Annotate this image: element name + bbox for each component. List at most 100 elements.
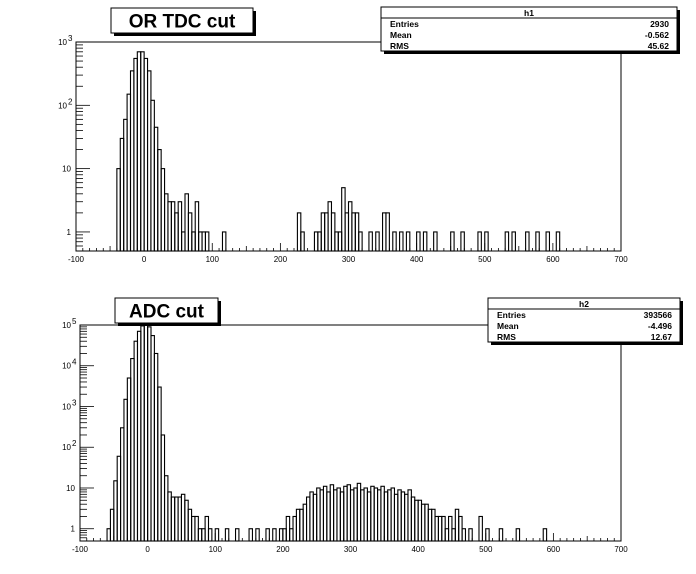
- y-tick-label: 10: [66, 484, 75, 493]
- chart-title: OR TDC cut: [129, 12, 236, 33]
- stats-value: 45.62: [648, 41, 670, 51]
- histogram-bin: [545, 231, 551, 252]
- chart-title-box: OR TDC cut: [110, 7, 256, 36]
- histogram-bin: [478, 515, 483, 542]
- stats-histogram-name: h1: [524, 8, 534, 18]
- histogram-bin: [555, 231, 561, 252]
- histogram-bin: [248, 528, 253, 542]
- histogram-bin: [433, 231, 438, 252]
- y-tick-label: 10: [62, 165, 71, 174]
- histogram-bin: [460, 231, 465, 252]
- stats-value: 2930: [650, 19, 669, 29]
- y-tick-label: 10: [58, 101, 67, 110]
- histogram-bin: [498, 528, 504, 542]
- histogram-bin: [224, 528, 230, 542]
- title-frame: [114, 297, 219, 324]
- chart-title-box: ADC cut: [114, 297, 221, 326]
- y-tick-label: 10: [62, 362, 71, 371]
- stats-label: Entries: [497, 310, 526, 320]
- histogram-bin: [515, 528, 521, 542]
- histogram-bin: [525, 231, 530, 252]
- stats-frame: [380, 6, 678, 52]
- x-tick-label: 100: [206, 255, 220, 264]
- histogram-series: [116, 51, 561, 252]
- y-tick-label: 10: [62, 402, 71, 411]
- histogram-bin: [194, 201, 200, 252]
- x-tick-label: 300: [344, 545, 358, 554]
- x-tick-label: 200: [276, 545, 290, 554]
- x-tick-label: 100: [209, 545, 223, 554]
- histogram-bin: [234, 528, 240, 542]
- histogram-bin: [177, 201, 183, 252]
- y-tick-exponent: 3: [72, 398, 77, 407]
- x-tick-label: 500: [478, 255, 492, 264]
- histogram-bin: [375, 231, 380, 252]
- histogram-bin: [265, 528, 270, 542]
- histogram-bin: [535, 231, 540, 252]
- x-tick-label: 600: [547, 545, 561, 554]
- chart-title: ADC cut: [129, 302, 205, 323]
- y-tick-label: 1: [67, 228, 72, 237]
- histogram-bin: [255, 528, 260, 542]
- histogram-bin: [484, 231, 489, 252]
- stats-frame: [487, 297, 681, 343]
- histogram-bin: [450, 231, 455, 252]
- x-tick-label: 700: [614, 545, 628, 554]
- y-tick-label: 10: [58, 38, 67, 47]
- x-tick-label: 700: [614, 255, 628, 264]
- histogram-bin: [392, 231, 397, 252]
- x-tick-label: 600: [546, 255, 560, 264]
- stats-histogram-name: h2: [579, 299, 589, 309]
- y-tick-exponent: 4: [72, 358, 77, 367]
- histogram-bin: [358, 231, 363, 252]
- stats-label: Mean: [497, 321, 519, 331]
- y-tick-exponent: 2: [68, 97, 73, 106]
- histogram-bin: [511, 231, 516, 252]
- y-tick-exponent: 5: [72, 317, 77, 326]
- histogram-bin: [542, 528, 548, 542]
- stats-value: 12.67: [651, 332, 673, 342]
- x-tick-label: 400: [411, 545, 425, 554]
- y-tick-label: 1: [71, 525, 76, 534]
- stats-box: h1 Entries 2930 Mean -0.562 RMS 45.62: [380, 6, 680, 54]
- histogram-bin: [399, 231, 404, 252]
- stats-label: Mean: [390, 30, 412, 40]
- stats-value: 393566: [644, 310, 673, 320]
- stats-box: h2 Entries 393566 Mean -4.496 RMS 12.67: [487, 297, 683, 345]
- histogram-bin: [422, 231, 428, 252]
- x-tick-label: -100: [68, 255, 85, 264]
- x-tick-label: 400: [410, 255, 424, 264]
- x-tick-label: -100: [72, 545, 89, 554]
- stats-label: RMS: [390, 41, 409, 51]
- histogram-bin: [207, 528, 213, 542]
- title-frame: [110, 7, 254, 34]
- histogram-bin: [485, 528, 490, 542]
- histogram-bin: [204, 231, 210, 252]
- histogram-bin: [214, 528, 220, 542]
- histogram-bin: [461, 528, 467, 542]
- histogram-bin: [221, 231, 227, 252]
- y-tick-label: 10: [62, 443, 71, 452]
- histogram-bin: [368, 231, 373, 252]
- x-tick-label: 300: [342, 255, 356, 264]
- stats-label: RMS: [497, 332, 516, 342]
- x-tick-label: 0: [145, 545, 150, 554]
- histogram-bin: [272, 528, 277, 542]
- x-tick-label: 0: [142, 255, 147, 264]
- stats-value: -0.562: [645, 30, 669, 40]
- histogram-bin: [385, 212, 390, 252]
- y-tick-exponent: 2: [72, 439, 77, 448]
- histogram-bin: [477, 231, 482, 252]
- histogram-bin: [468, 528, 473, 542]
- histogram-bin: [504, 231, 510, 252]
- histogram-bin: [300, 231, 305, 252]
- stats-value: -4.496: [648, 321, 672, 331]
- y-tick-label: 10: [62, 321, 71, 330]
- x-tick-label: 500: [479, 545, 493, 554]
- x-tick-label: 200: [274, 255, 288, 264]
